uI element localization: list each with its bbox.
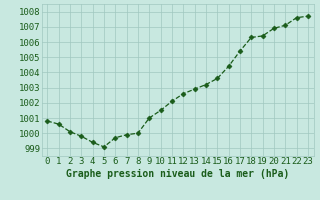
X-axis label: Graphe pression niveau de la mer (hPa): Graphe pression niveau de la mer (hPa) xyxy=(66,169,289,179)
